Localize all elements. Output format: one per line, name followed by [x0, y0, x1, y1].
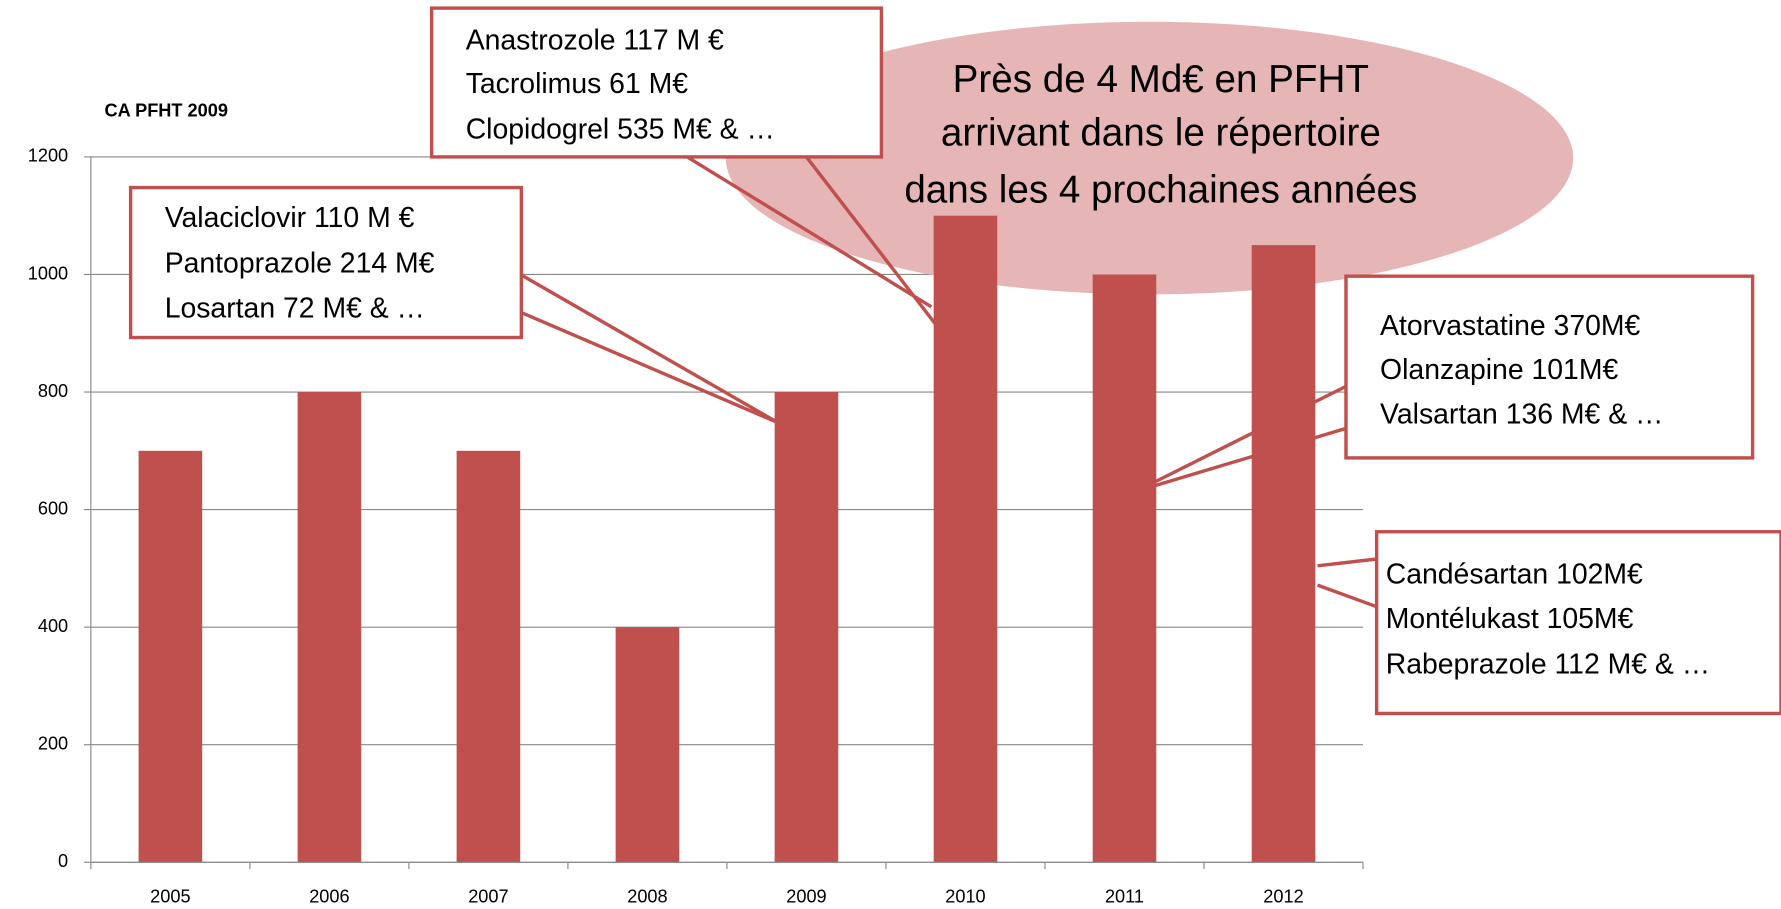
callout-text: Tacrolimus 61 M€ [466, 68, 689, 100]
callout-pointer [520, 310, 779, 425]
x-tick-label: 2011 [1105, 886, 1144, 906]
callout-pointer [520, 273, 779, 425]
highlight-text: Près de 4 Md€ en PFHT [953, 58, 1369, 101]
bar [138, 450, 203, 863]
callout-text: Valsartan 136 M€ & … [1380, 398, 1663, 430]
x-tick-label: 2009 [786, 886, 826, 906]
callout-box [128, 185, 524, 340]
y-tick-label: 200 [38, 734, 68, 754]
callout-text: Losartan 72 M€ & … [165, 293, 425, 325]
y-tick-label: 600 [38, 498, 68, 518]
callout-box [1344, 274, 1755, 460]
callout-text: Montélukast 105M€ [1386, 603, 1634, 635]
y-tick-label: 1200 [28, 146, 68, 166]
bar [297, 392, 362, 863]
y-tick-label: 0 [58, 851, 68, 871]
x-tick-label: 2006 [309, 886, 349, 906]
x-tick-label: 2012 [1263, 886, 1303, 906]
callout-text: Clopidogrel 535 M€ & … [466, 113, 775, 145]
callout-pointer [1317, 557, 1377, 568]
callout-box [1374, 530, 1781, 716]
callout-pointer [686, 155, 933, 309]
callout-pointer [1316, 583, 1378, 609]
callout-text: Pantoprazole 214 M€ [165, 247, 435, 279]
x-tick-label: 2007 [468, 886, 508, 906]
y-tick-label: 1000 [28, 263, 68, 283]
bar [615, 627, 680, 863]
highlight-text: dans les 4 prochaines années [904, 168, 1417, 211]
callout-box [429, 6, 884, 159]
y-tick-label: 800 [38, 381, 68, 401]
callout-pointer [805, 155, 939, 328]
bar [933, 215, 998, 863]
callout-text: Rabeprazole 112 M€ & … [1386, 648, 1710, 680]
callout-text: Olanzapine 101M€ [1380, 354, 1618, 386]
callout-text: Valaciclovir 110 M € [165, 202, 415, 234]
callout-text: Atorvastatine 370M€ [1380, 310, 1640, 342]
x-tick-label: 2010 [945, 886, 985, 906]
bar [774, 392, 839, 863]
callout-text: Candésartan 102M€ [1386, 559, 1643, 591]
bar [1251, 245, 1316, 863]
x-tick-label: 2008 [627, 886, 667, 906]
x-tick-label: 2005 [150, 886, 190, 906]
y-tick-label: 400 [38, 616, 68, 636]
bar [456, 450, 521, 863]
chart-title: CA PFHT 2009 [104, 100, 227, 120]
callout-pointer [1152, 426, 1347, 488]
bar [1092, 274, 1157, 863]
callout-text: Anastrozole 117 M € [466, 25, 724, 57]
highlight-text: arrivant dans le répertoire [941, 112, 1381, 155]
callout-pointer [1152, 384, 1347, 485]
